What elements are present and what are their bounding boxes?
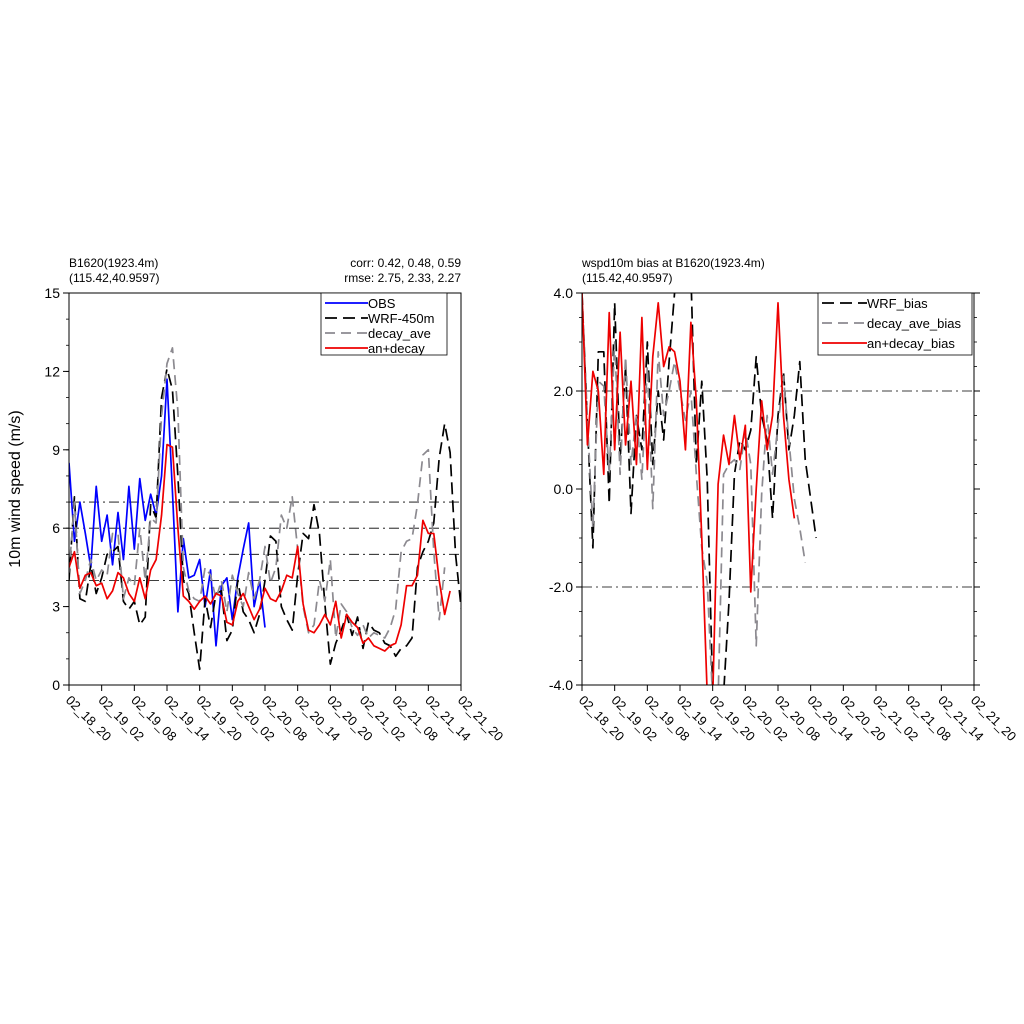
left-stats-line-2: rmse: 2.75, 2.33, 2.27 (344, 271, 461, 285)
reference-lines (69, 501, 461, 581)
right-title-line-2: (115.42,40.9597) (582, 271, 673, 285)
bias-panel: wspd10m bias at B1620(1923.4m) (115.42,4… (549, 256, 1020, 744)
y-tick-label: 9 (52, 442, 60, 458)
series-line-WRF-450m (69, 367, 461, 671)
series-lines (69, 347, 461, 671)
series-line-decay_ave_bias (582, 293, 807, 685)
legend-label: decay_ave_bias (867, 316, 961, 331)
right-title-line-1: wspd10m bias at B1620(1923.4m) (581, 256, 765, 270)
legend-label: OBS (368, 296, 396, 311)
y-tick-label: 0.0 (554, 481, 574, 497)
reference-lines (582, 390, 974, 588)
series-lines (582, 293, 817, 685)
legend-label: WRF-450m (368, 311, 434, 326)
y-tick-label: 3 (52, 599, 60, 615)
series-line-an+decay_bias (582, 293, 796, 685)
y-tick-label: 2.0 (554, 383, 574, 399)
legend-label: an+decay (368, 341, 425, 356)
legend-label: WRF_bias (867, 296, 928, 311)
series-line-OBS (69, 378, 266, 647)
wind-speed-panel: B1620(1923.4m) (115.42,40.9597) corr: 0.… (7, 256, 506, 744)
legend-label: decay_ave (368, 326, 431, 341)
series-line-an+decay (69, 443, 451, 652)
y-axis-label: 10m wind speed (m/s) (7, 410, 24, 567)
y-tick-label: 15 (44, 285, 60, 301)
left-title-line-1: B1620(1923.4m) (69, 256, 158, 270)
y-tick-label: -2.0 (549, 579, 573, 595)
legend: WRF_bias decay_ave_bias an+decay_bias (817, 292, 973, 356)
y-tick-label: 6 (52, 520, 60, 536)
y-tick-label: -4.0 (549, 677, 573, 693)
y-tick-label: 4.0 (554, 285, 574, 301)
left-stats-line-1: corr: 0.42, 0.48, 0.59 (350, 256, 461, 270)
y-tick-label: 0 (52, 677, 60, 693)
y-tick-label: 12 (44, 363, 60, 379)
left-title-line-2: (115.42,40.9597) (69, 271, 160, 285)
legend-label: an+decay_bias (867, 336, 955, 351)
